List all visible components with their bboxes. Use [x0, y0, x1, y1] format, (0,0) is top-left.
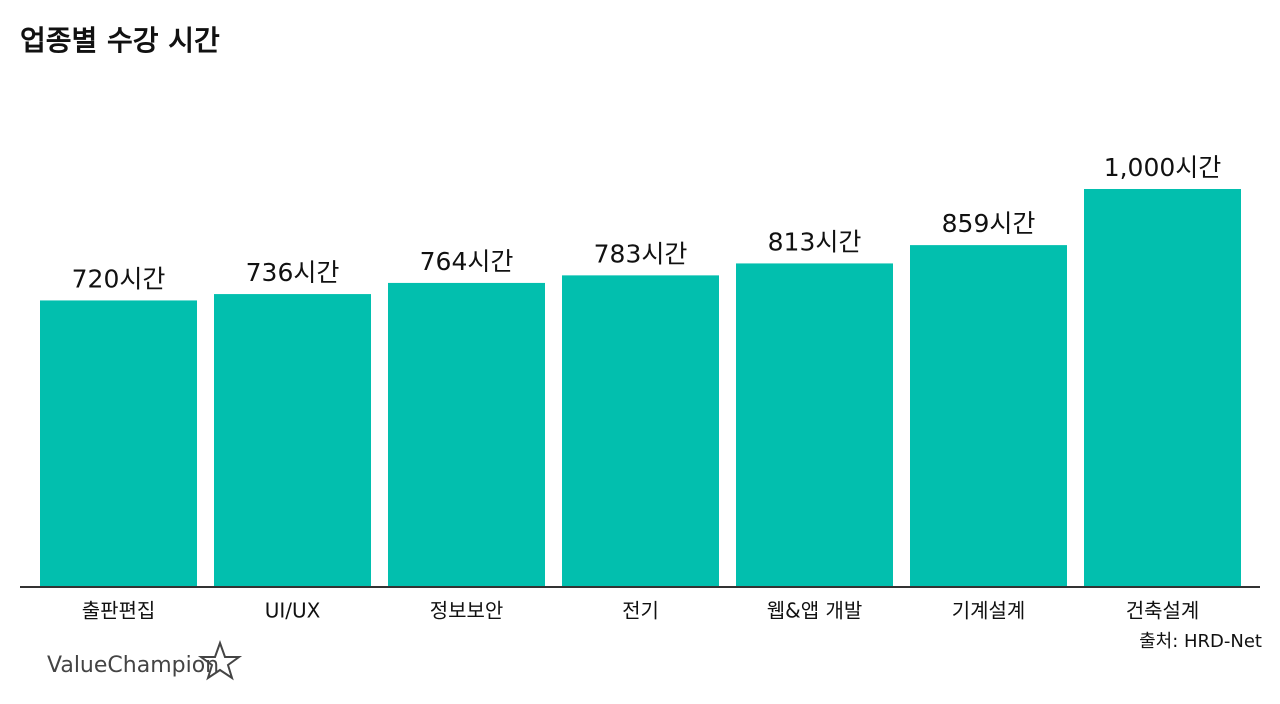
- value-label: 736시간: [246, 258, 340, 287]
- value-label: 1,000시간: [1104, 153, 1222, 182]
- x-tick-label: 출판편집: [82, 599, 156, 623]
- logo: ValueChampion: [47, 653, 219, 678]
- bar: [1084, 189, 1241, 587]
- bar: [40, 300, 197, 587]
- chart-title: 업종별 수강 시간: [20, 24, 220, 57]
- value-label: 764시간: [420, 247, 514, 276]
- x-tick-label: 웹&앱 개발: [767, 599, 863, 623]
- bar: [388, 282, 545, 587]
- value-label: 813시간: [768, 227, 862, 256]
- logo-star: [197, 640, 243, 681]
- value-label: 783시간: [594, 239, 688, 268]
- x-tick-label: 전기: [622, 599, 659, 623]
- x-tick-label: 건축설계: [1126, 599, 1200, 623]
- bar: [562, 275, 719, 587]
- bar: [910, 245, 1067, 588]
- bar: [736, 263, 893, 587]
- value-label: 859시간: [942, 209, 1036, 238]
- source: 출처: HRD-Net: [1139, 631, 1262, 652]
- value-label: 720시간: [72, 264, 166, 293]
- x-tick-label: 기계설계: [952, 599, 1026, 623]
- bar: [214, 294, 371, 587]
- x-tick-label: 정보보안: [430, 599, 504, 623]
- x-tick-label: UI/UX: [265, 599, 321, 623]
